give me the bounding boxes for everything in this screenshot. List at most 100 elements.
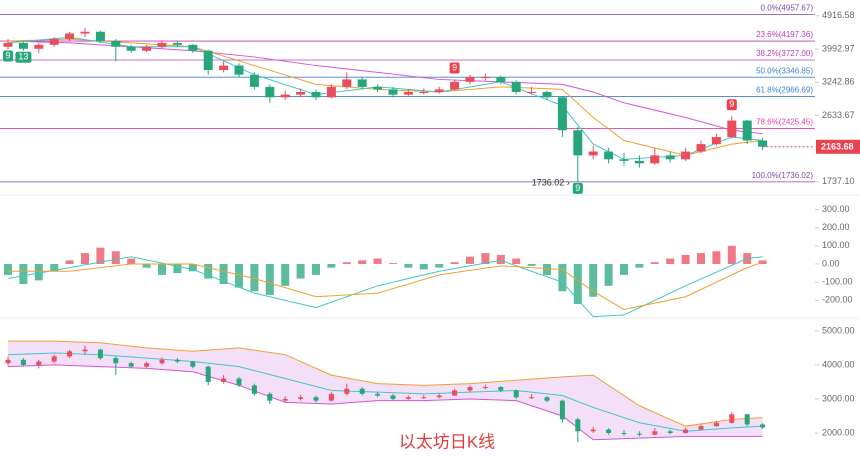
candle-body [419, 92, 429, 94]
mini-candle-body [390, 395, 396, 399]
macd-bar [512, 258, 521, 264]
candle-body [111, 40, 121, 47]
macd-bar [204, 264, 213, 279]
signal-box [3, 50, 13, 62]
y-tick-label: 4000.00 [822, 359, 855, 369]
candle-body [157, 42, 167, 47]
candle-body [203, 50, 213, 71]
signal-box [15, 51, 32, 63]
y-tick-label: 2000.00 [822, 427, 855, 437]
macd-bar [558, 264, 567, 292]
candle-body [18, 42, 28, 49]
mini-candle-body [67, 351, 73, 357]
candle-body [727, 120, 737, 138]
low-label: 1736.02 › [532, 177, 570, 187]
candle-body [758, 140, 768, 147]
candle-body [126, 46, 136, 51]
mini-candle-body [575, 419, 581, 432]
macd-bar [389, 263, 397, 264]
candle-body [95, 31, 105, 41]
signal-box [572, 182, 583, 194]
macd-bar [543, 264, 551, 275]
watermark: 以太坊日K线 [399, 432, 495, 451]
macd-bar [312, 264, 320, 275]
band-line [7, 352, 763, 432]
y-tick-label: 4916.58 [822, 10, 855, 20]
mini-candle-body [652, 431, 658, 435]
macd-bar [173, 264, 182, 274]
candle-body [542, 92, 552, 98]
candle-body [265, 86, 275, 98]
mini-candle-body [421, 397, 427, 399]
candle-body [219, 65, 229, 71]
mini-candle-body [559, 400, 565, 420]
candle-body [604, 151, 614, 160]
y-tick-label: 2633.67 [822, 110, 855, 120]
y-tick-label: -100.00 [822, 277, 853, 287]
mini-candle-body [667, 431, 673, 433]
macd-bar [604, 264, 613, 286]
mini-candle-body [51, 356, 57, 362]
candle-body [434, 89, 444, 93]
fib-label: 100.0%(1736.02) [752, 171, 814, 180]
macd-bar [527, 264, 536, 266]
mini-candle-body [328, 393, 334, 401]
candle-body [326, 86, 336, 98]
macd-bar [635, 264, 644, 268]
candle-body [511, 81, 521, 93]
mini-candle-body [144, 363, 150, 367]
macd-bar [419, 264, 428, 270]
mini-candle-body [313, 397, 319, 401]
macd-bar [712, 251, 721, 264]
mini-candle-body [621, 432, 627, 434]
mini-candle-body [128, 363, 134, 367]
mini-candle-body [744, 414, 750, 425]
mini-candle-body [236, 378, 242, 386]
mini-candle-body [405, 397, 411, 399]
candle-body [480, 77, 490, 79]
signal-box [726, 99, 737, 111]
mini-candle-body [729, 414, 735, 423]
macd-bar [681, 254, 690, 264]
ma-line [7, 40, 763, 135]
macd-bar [50, 264, 59, 272]
mini-candle-body [251, 385, 257, 394]
mini-candle-body [760, 424, 766, 428]
macd-bar [327, 264, 336, 268]
mini-candle-body [359, 388, 365, 394]
fib-label: 78.6%(2425.45) [756, 118, 813, 127]
candle-body [357, 79, 367, 87]
fib-label: 23.6%(4197.36) [756, 30, 813, 39]
mini-candle-body [82, 349, 88, 352]
macd-bar [188, 264, 197, 272]
mini-candle-body [713, 422, 719, 427]
candle-body [373, 86, 383, 90]
macd-bar [235, 264, 243, 288]
candle-body [49, 39, 59, 45]
macd-bar [481, 253, 490, 264]
candle-body [619, 159, 629, 161]
candle-body [665, 155, 675, 160]
y-tick-label: 100.00 [822, 240, 850, 250]
signal-label: 9 [452, 62, 457, 72]
fib-label: 38.2%(3727.00) [756, 49, 813, 58]
candle-body [342, 79, 352, 87]
fib-label: 0.0%(4957.67) [761, 4, 814, 13]
fib-label: 61.8%(2966.69) [756, 86, 813, 95]
macd-bar [296, 264, 305, 279]
y-tick-label: 300.00 [822, 204, 850, 214]
macd-bar [650, 262, 659, 264]
macd-bar [573, 264, 582, 304]
candle-body [80, 31, 90, 34]
macd-bar [404, 264, 413, 268]
mini-candle-body [36, 361, 42, 365]
mini-candle-body [344, 388, 350, 394]
mini-candle-body [436, 395, 442, 398]
mini-candle-body [452, 390, 458, 396]
y-tick-label: -200.00 [822, 295, 853, 305]
candle-body [142, 46, 152, 51]
candle-body [650, 155, 660, 164]
macd-bar [342, 262, 351, 264]
band-fill [8, 341, 763, 440]
